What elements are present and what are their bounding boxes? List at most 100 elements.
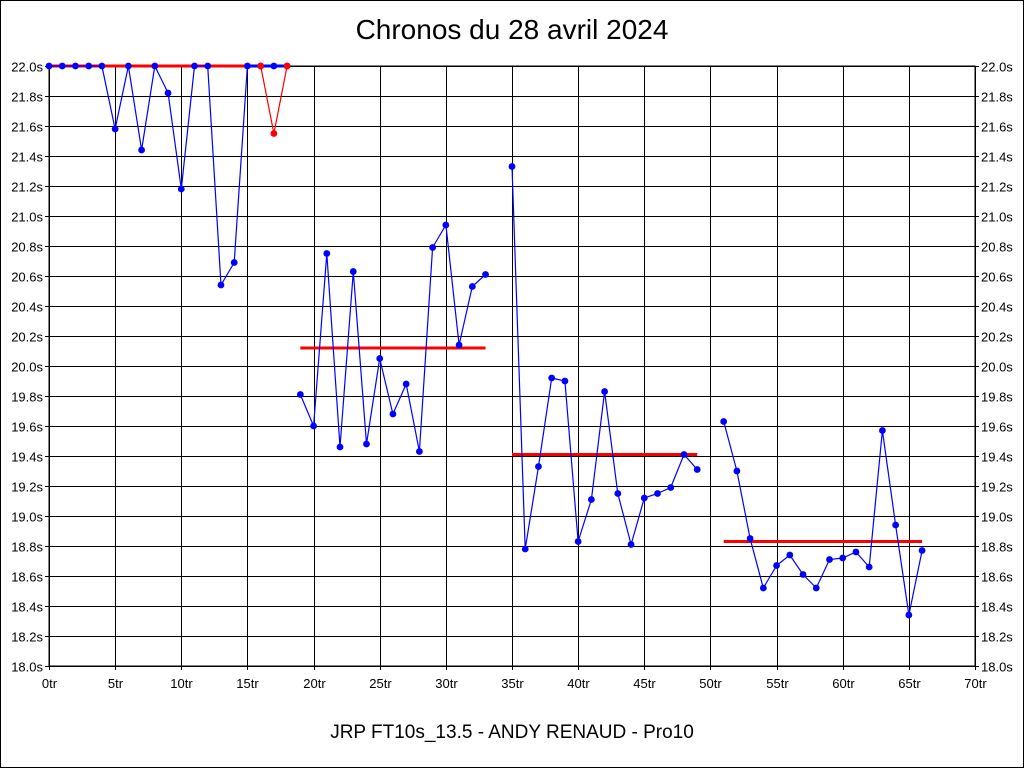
x-tick-label: 60tr [832, 676, 855, 691]
lap-point [865, 563, 873, 571]
chart-title: Chronos du 28 avril 2024 [355, 14, 669, 45]
lap-point [98, 62, 106, 70]
lap-point [85, 62, 93, 70]
x-tick-label: 40tr [567, 676, 590, 691]
x-tick-label: 15tr [236, 676, 259, 691]
y-tick-label-left: 20.8s [11, 240, 43, 255]
y-tick-label-left: 21.6s [11, 120, 43, 135]
y-tick-label-right: 21.6s [981, 120, 1013, 135]
lap-point [521, 545, 529, 553]
series-line [723, 421, 923, 616]
lap-point [336, 443, 344, 451]
lap-point [323, 250, 331, 257]
lap-point [296, 391, 304, 398]
lap-point [45, 62, 53, 70]
x-tick-label: 65tr [898, 676, 921, 691]
series-layer [45, 62, 926, 619]
y-tick-label-right: 20.4s [981, 300, 1013, 315]
y-tick-label-left: 19.2s [11, 480, 43, 495]
lap-point [614, 490, 622, 497]
lap-point [680, 451, 688, 458]
lap-point [111, 125, 119, 133]
x-tick-label: 0tr [42, 676, 58, 691]
x-tick-label: 55tr [766, 676, 789, 691]
x-tick-label: 30tr [435, 676, 458, 691]
y-tick-label-left: 18.4s [11, 600, 43, 615]
y-tick-label-right: 19.6s [981, 420, 1013, 435]
lap-point [191, 62, 198, 70]
lap-point [363, 440, 370, 448]
lap-point [654, 490, 661, 497]
lap-point [693, 466, 701, 473]
lap-point [839, 554, 847, 562]
y-tick-label-left: 19.8s [11, 390, 43, 405]
lap-point [310, 422, 317, 430]
lap-point [376, 355, 384, 362]
lap-point [746, 535, 754, 542]
lap-point [892, 521, 900, 529]
lap-point [124, 62, 132, 70]
lap-point [561, 377, 569, 385]
lap-point [826, 556, 833, 563]
lap-point [204, 62, 212, 70]
lap-point [151, 62, 159, 70]
lap-point [164, 89, 172, 97]
lap-point [587, 496, 595, 503]
x-tick-label: 25tr [369, 676, 392, 691]
y-tick-label-left: 21.8s [11, 90, 43, 105]
y-tick-label-left: 18.0s [11, 660, 43, 675]
lap-point [230, 259, 238, 266]
x-tick-label: 50tr [699, 676, 722, 691]
lap-point [482, 271, 489, 278]
x-tick-label: 45tr [633, 676, 656, 691]
lap-point [72, 62, 79, 70]
lap-point [733, 467, 741, 475]
y-tick-label-left: 18.2s [11, 630, 43, 645]
y-tick-label-right: 20.6s [981, 270, 1013, 285]
y-tick-label-right: 20.2s [981, 330, 1013, 345]
lap-point [58, 62, 66, 70]
lap-point [177, 185, 185, 193]
lap-point [138, 146, 146, 154]
y-tick-label-right: 20.0s [981, 360, 1013, 375]
y-tick-label-left: 18.6s [11, 570, 43, 585]
x-tick-label: 70tr [964, 676, 987, 691]
lap-point [799, 571, 807, 578]
y-tick-label-right: 22.0s [981, 60, 1013, 75]
y-tick-label-right: 18.2s [981, 630, 1013, 645]
lap-point [918, 547, 926, 554]
y-tick-label-left: 21.4s [11, 150, 43, 165]
lap-point [389, 410, 397, 418]
lap-point [349, 268, 357, 275]
lap-point [627, 541, 635, 548]
y-tick-label-right: 18.8s [981, 540, 1013, 555]
y-tick-label-left: 20.6s [11, 270, 43, 285]
lap-point [270, 62, 278, 70]
lap-point [270, 130, 278, 137]
x-tick-label: 20tr [303, 676, 326, 691]
chart-footer: JRP FT10s_13.5 - ANDY RENAUD - Pro10 [330, 722, 694, 743]
lap-point [257, 62, 265, 70]
lap-point [640, 494, 648, 502]
y-tick-label-left: 19.0s [11, 510, 43, 525]
x-tick-label: 35tr [501, 676, 524, 691]
x-tick-label: 10tr [170, 676, 193, 691]
y-tick-label-right: 21.8s [981, 90, 1013, 105]
tick-labels: 0tr 5tr 10tr 15tr 20tr 25tr 30tr 35tr 40tr 45tr 50… [11, 60, 1013, 692]
lap-point [442, 221, 450, 229]
y-tick-label-right: 21.4s [981, 150, 1013, 165]
y-tick-label-left: 19.6s [11, 420, 43, 435]
lap-point [720, 418, 728, 425]
y-tick-label-right: 19.0s [981, 510, 1013, 525]
x-tick-label: 5tr [108, 676, 124, 691]
lap-point [508, 163, 516, 170]
lap-point [429, 244, 437, 251]
lap-point [244, 62, 251, 70]
lap-point [217, 281, 225, 289]
lap-point [455, 341, 463, 349]
lap-point [759, 584, 767, 592]
lap-point [574, 538, 582, 545]
y-tick-label-right: 19.4s [981, 450, 1013, 465]
lap-point [283, 62, 291, 70]
